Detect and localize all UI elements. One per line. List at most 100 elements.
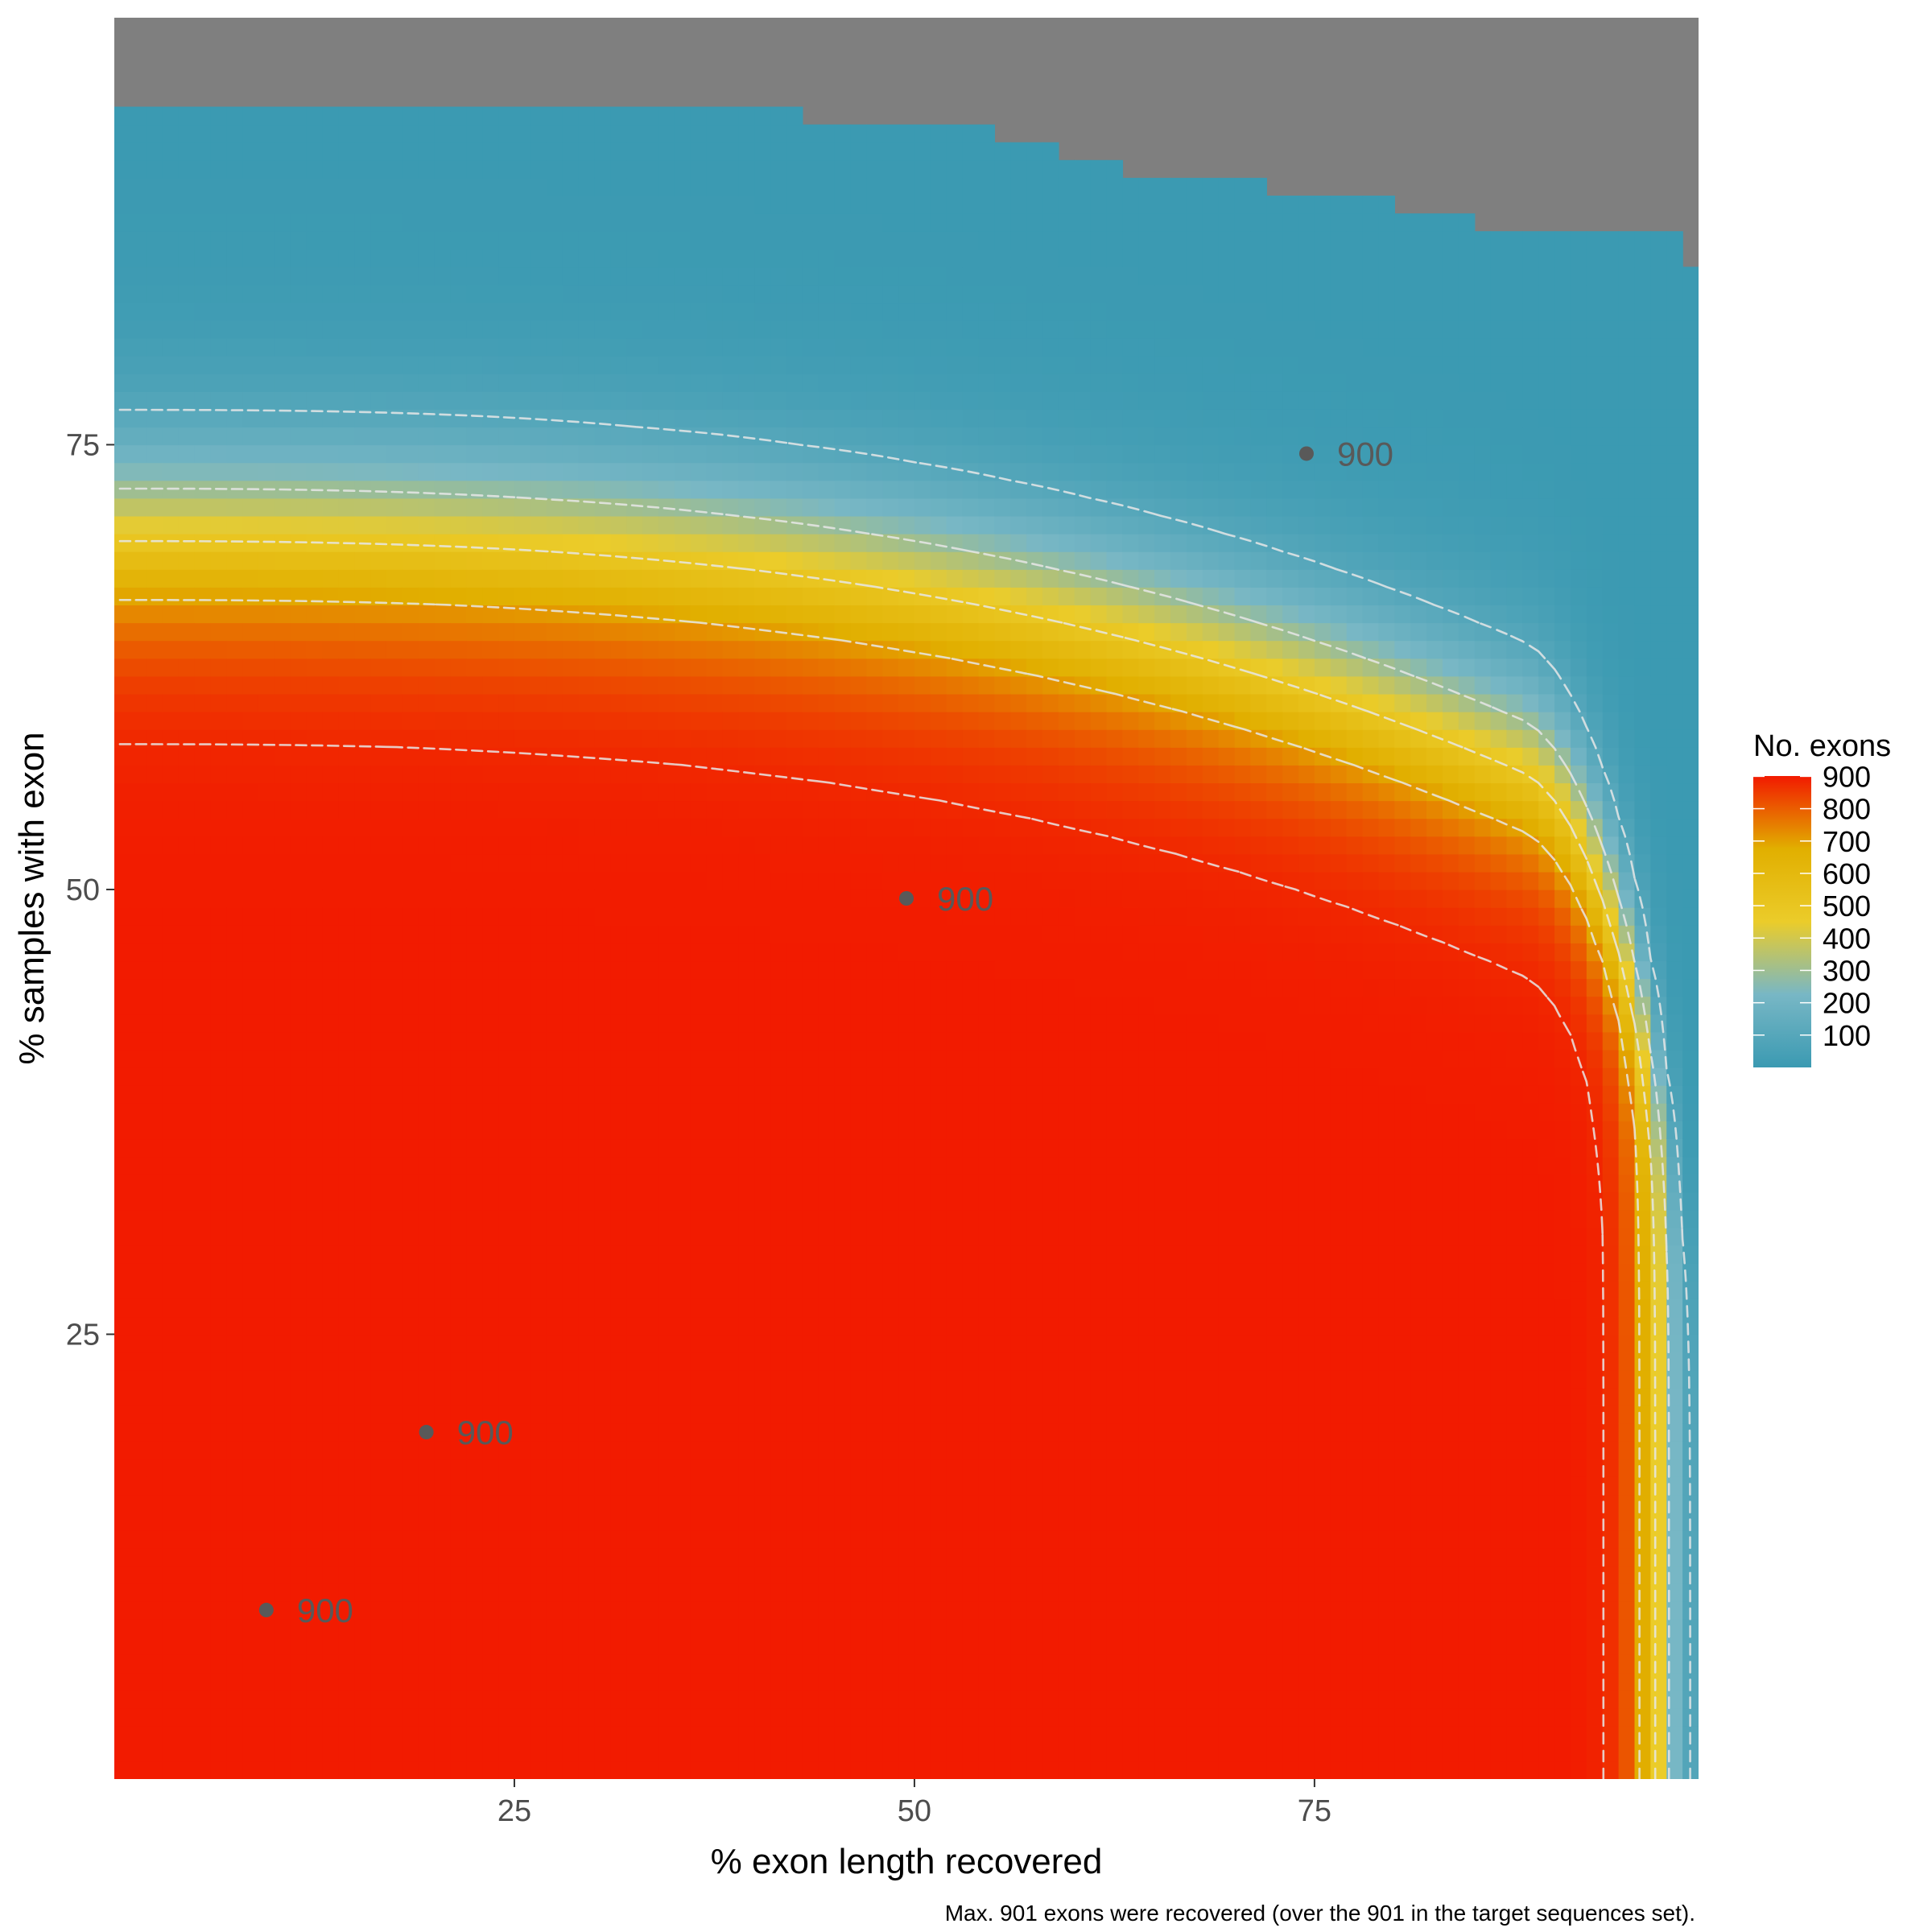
heatmap-tile [562,1227,580,1246]
heatmap-tile [290,1459,308,1477]
heatmap-tile [434,765,452,784]
heatmap-tile [658,1637,675,1655]
heatmap-tile [274,1174,291,1193]
heatmap-tile [578,1672,596,1691]
heatmap-tile [866,782,883,802]
heatmap-tile [530,1672,547,1691]
heatmap-tile [466,1387,483,1406]
heatmap-tile [642,1174,659,1193]
heatmap-tile [850,515,867,535]
heatmap-tile [690,515,708,535]
heatmap-tile [834,1227,852,1246]
heatmap-tile [258,569,275,588]
heatmap-tile [370,284,387,303]
heatmap-tile [850,1227,867,1246]
heatmap-tile [594,658,611,677]
heatmap-tile [610,231,627,250]
heatmap-tile [930,427,947,446]
heatmap-tile [594,978,611,997]
heatmap-tile [226,213,243,232]
heatmap-tile [482,1600,499,1620]
heatmap-tile [226,1405,243,1424]
heatmap-tile [546,1725,564,1744]
heatmap-tile [306,693,324,712]
heatmap-tile [930,747,947,766]
heatmap-tile [722,1085,739,1104]
heatmap-tile [578,1298,596,1318]
heatmap-tile [738,1422,755,1442]
heatmap-tile [114,462,131,481]
heatmap-tile [738,853,755,873]
heatmap-tile [642,729,659,748]
heatmap-tile [290,622,308,642]
heatmap-tile [834,142,852,161]
heatmap-tile [626,337,643,357]
heatmap-tile [466,320,483,339]
heatmap-tile [162,605,180,624]
heatmap-tile [354,284,371,303]
heatmap-tile [754,159,771,179]
heatmap-tile [850,1067,867,1086]
heatmap-tile [514,266,531,286]
heatmap-tile [546,320,564,339]
heatmap-tile [738,1690,755,1709]
heatmap-tile [370,302,387,321]
heatmap-tile [434,1494,452,1513]
heatmap-tile [962,1476,980,1496]
heatmap-tile [786,1600,803,1620]
heatmap-tile [562,729,580,748]
heatmap-tile [418,1600,436,1620]
heatmap-tile [322,159,339,179]
heatmap-tile [434,996,452,1015]
heatmap-tile [258,1138,275,1158]
heatmap-tile [866,1085,883,1104]
heatmap-tile [162,587,180,606]
heatmap-tile [450,1690,468,1709]
heatmap-tile [754,1103,771,1121]
heatmap-tile [242,551,259,570]
heatmap-tile [770,1031,787,1051]
heatmap-tile [770,907,787,926]
heatmap-tile [626,943,643,962]
heatmap-tile [146,800,163,819]
heatmap-tile [162,853,180,873]
heatmap-tile [530,1619,547,1637]
heatmap-tile [178,587,196,606]
heatmap-tile [290,960,308,980]
heatmap-tile [850,1583,867,1602]
heatmap-tile [178,1761,196,1779]
heatmap-tile [674,871,691,890]
heatmap-tile [290,836,308,855]
heatmap-tile [306,1103,324,1121]
heatmap-tile [226,284,243,303]
heatmap-tile [434,747,452,766]
heatmap-tile [626,675,643,695]
heatmap-tile [722,889,739,908]
heatmap-tile [866,1156,883,1175]
heatmap-tile [370,1725,387,1744]
heatmap-tile [482,1263,499,1282]
heatmap-tile [274,142,291,161]
heatmap-tile [930,1156,947,1175]
heatmap-tile [498,675,515,695]
heatmap-tile [146,1600,163,1620]
heatmap-tile [946,889,964,908]
heatmap-tile [354,231,371,250]
heatmap-tile [690,640,708,659]
heatmap-tile [242,1690,259,1709]
heatmap-tile [834,1725,852,1744]
heatmap-tile [898,1352,915,1371]
heatmap-tile [386,1690,403,1709]
heatmap-tile [834,800,852,819]
heatmap-tile [386,391,403,410]
heatmap-tile [658,106,675,126]
heatmap-tile [386,1422,403,1442]
heatmap-tile [146,1138,163,1158]
heatmap-tile [386,622,403,642]
heatmap-tile [738,1761,755,1779]
heatmap-tile [274,925,291,943]
heatmap-tile [626,159,643,179]
heatmap-tile [114,587,131,606]
heatmap-tile [130,1174,147,1193]
heatmap-tile [498,1619,515,1637]
